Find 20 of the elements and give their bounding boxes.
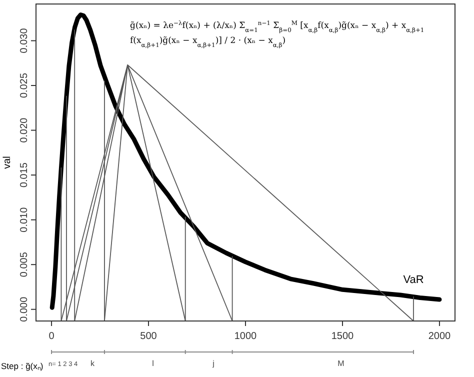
x-tick-label: 2000 (428, 331, 452, 342)
text: g̃(xₙ) = λe$^{−λ}$f(xₙ) + (λ/xₙ) Σ$_{α=1}$$^{n−1}$ Σ$_{β=0}$$^{M}$ [x$_{α,β}$f(x$_{α,β}$)g̃(xₙ − x$_{α,β}$) + x$_{α,β+1}$f(x$_{α,β+1}$)g̃(xₙ − x$_{α,β+1}$)] / 2 · (xₙ − x$_{α,β}$) (130, 20, 424, 48)
text: j (212, 359, 215, 368)
y-tick-label: 0.030 (19, 28, 30, 54)
y-tick-label: 0.010 (19, 206, 30, 232)
annotation: VaR (403, 274, 424, 286)
y-tick-label: 0.015 (19, 162, 30, 188)
text: M (338, 359, 345, 368)
x-tick-label: 0 (48, 331, 55, 342)
y-axis-title: val (2, 156, 13, 169)
y-tick-label: 0.000 (19, 296, 30, 322)
x-tick-label: 500 (140, 331, 158, 342)
x-tick-label: 1500 (331, 331, 354, 342)
text: Step : g̃(xₙ) (1, 361, 44, 371)
y-tick-label: 0.020 (19, 117, 30, 143)
x-tick-label: 1000 (234, 331, 258, 342)
y-tick-label: 0.005 (19, 252, 30, 278)
text: l (152, 359, 154, 368)
text: k (90, 359, 96, 368)
y-tick-label: 0.025 (19, 72, 30, 98)
